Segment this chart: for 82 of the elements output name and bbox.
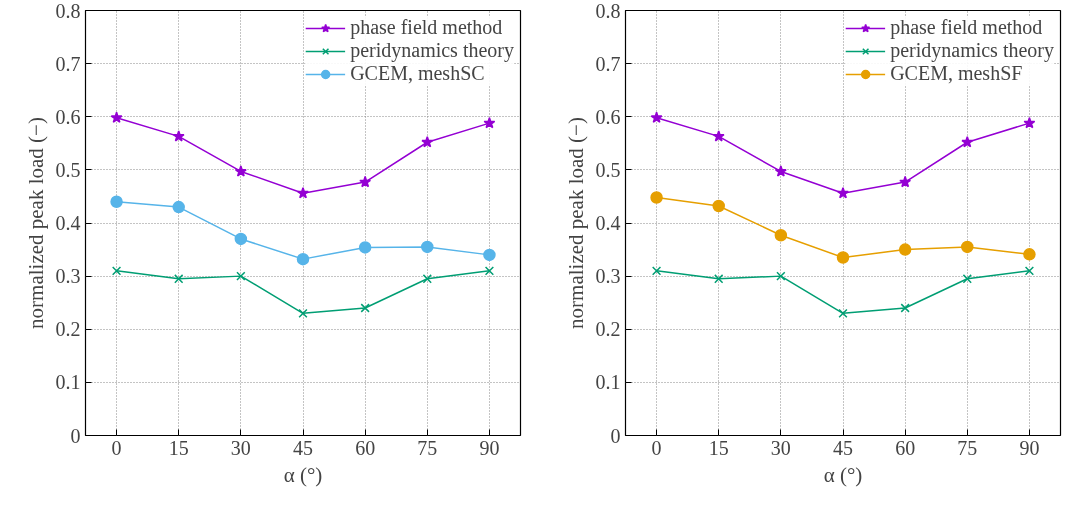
y-tick-label: 0.8: [595, 0, 621, 22]
point: [358, 241, 372, 254]
point: [1024, 266, 1035, 276]
x-tick-label: 15: [708, 436, 729, 459]
x-tick-label: 90: [479, 436, 500, 459]
y-tick-label: 0.3: [55, 265, 81, 288]
legend-label: peridynamics theory: [350, 39, 514, 62]
y-tick-label: 0.1: [55, 371, 81, 394]
legend-label: phase field method: [350, 16, 503, 39]
point: [650, 191, 663, 204]
point: [651, 266, 662, 276]
y-axis-title: normalized peak load (−): [563, 117, 588, 329]
x-tick-label: 75: [417, 436, 438, 459]
point: [898, 243, 912, 256]
point: [961, 136, 974, 148]
point: [1023, 116, 1036, 129]
point: [900, 303, 910, 313]
point: [296, 252, 310, 266]
x-tick-label: 60: [895, 436, 916, 459]
point: [172, 200, 185, 214]
y-tick-label: 0.3: [595, 265, 621, 288]
y-tick-label: 0.6: [55, 105, 81, 128]
point: [111, 266, 122, 276]
y-tick-label: 0.2: [595, 318, 621, 341]
y-axis-title: normalized peak load (−): [23, 117, 48, 329]
y-tick-label: 0.1: [595, 371, 621, 394]
legend-label: peridynamics theory: [890, 39, 1054, 62]
y-tick-label: 0.5: [595, 158, 621, 181]
point: [774, 228, 788, 242]
y-tick-label: 0.8: [55, 0, 81, 22]
point: [110, 111, 123, 124]
point: [360, 303, 370, 313]
point: [712, 199, 725, 213]
point: [174, 274, 184, 284]
x-tick-label: 15: [168, 436, 189, 459]
point: [899, 175, 912, 188]
x-tick-label: 90: [1019, 436, 1040, 459]
point: [1023, 248, 1036, 261]
point: [774, 165, 787, 177]
y-tick-label: 0.7: [595, 52, 621, 75]
legend-label: GCEM, meshSF: [890, 62, 1023, 85]
point: [962, 274, 972, 284]
x-tick-label: 45: [833, 436, 853, 459]
legend-label: GCEM, meshSC: [350, 62, 485, 85]
x-tick-label: 45: [293, 436, 313, 459]
point: [421, 136, 434, 148]
point: [714, 274, 724, 284]
point: [484, 266, 495, 276]
legend-label: phase field method: [890, 16, 1043, 39]
point: [234, 232, 248, 246]
point: [110, 195, 123, 208]
point: [359, 175, 372, 188]
point: [298, 308, 308, 318]
point: [422, 274, 432, 284]
x-tick-label: 0: [651, 436, 662, 459]
x-tick-label: 30: [230, 436, 251, 459]
point: [236, 271, 246, 281]
x-tick-label: 0: [111, 436, 122, 459]
point: [650, 111, 663, 124]
y-tick-label: 0.4: [595, 212, 621, 234]
point: [483, 248, 496, 262]
point: [421, 240, 434, 254]
point: [838, 308, 848, 318]
x-tick-label: 75: [957, 436, 978, 459]
point: [172, 130, 185, 142]
point: [837, 187, 849, 199]
x-tick-label: 30: [770, 436, 791, 459]
x-tick-label: 60: [355, 436, 376, 459]
y-tick-label: 0.7: [55, 52, 81, 75]
x-axis-title: α (°): [823, 462, 863, 487]
y-tick-label: 0.5: [55, 158, 81, 181]
point: [297, 187, 309, 199]
y-tick-label: 0.2: [55, 318, 81, 341]
point: [961, 240, 974, 254]
x-axis-title: α (°): [283, 462, 323, 487]
y-tick-label: 0.4: [55, 212, 81, 234]
y-tick-label: 0.6: [595, 105, 621, 128]
point: [483, 116, 496, 129]
point: [776, 271, 786, 281]
point: [234, 165, 247, 177]
point: [712, 130, 725, 142]
point: [836, 251, 850, 264]
